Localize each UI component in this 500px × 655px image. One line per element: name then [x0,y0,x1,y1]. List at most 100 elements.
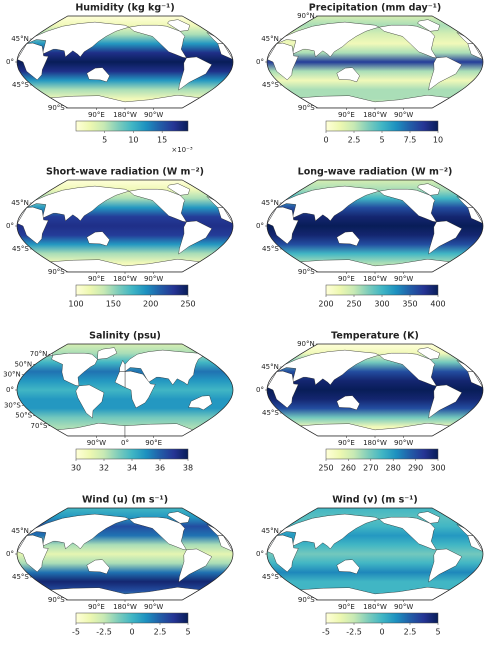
lon-label: 90°W [394,603,413,611]
land [276,513,380,550]
lat-label: 90°S [48,268,65,276]
colorbar-multiplier: ×10⁻³ [171,146,192,154]
land [119,359,126,372]
land [417,19,441,32]
lat-label: 45°S [12,81,29,89]
lat-label: 45°N [11,199,29,207]
colorbar-tick-label: 34 [127,464,137,473]
colorbar-tick-label: 0 [129,628,134,637]
colorbar-tick-label: 10 [128,136,138,145]
map-border [266,179,484,273]
lon-label: 180°W [363,275,387,283]
colorbar-tick-label: 290 [408,464,423,473]
lon-label: 180°W [113,603,137,611]
colorbar-tick-label: 7.5 [404,136,417,145]
map-border [16,179,234,273]
lat-label: 70°S [31,422,48,430]
lat-label: 45°S [262,81,279,89]
lon-label: 90°W [144,603,163,611]
lon-label: 180°W [363,439,387,447]
land [299,422,451,436]
lon-label: 90°E [338,603,355,611]
lon-label: 90°E [88,275,105,283]
lat-label: 0° [6,58,14,66]
colorbar-tick-label: 250 [318,464,333,473]
colorbar-tick-label: 100 [68,300,83,309]
colorbar-tick-label: 38 [183,464,193,473]
lon-label: 90°E [338,275,355,283]
colorbar-tick-label: 5 [185,628,190,637]
land [336,231,360,247]
land [167,511,191,524]
land [267,370,299,409]
land [128,25,187,59]
lon-label: 90°W [394,439,413,447]
lat-label: 90°S [298,104,315,112]
lat-label: 45°S [12,245,29,253]
land [276,185,380,222]
land [26,185,130,222]
colorbar-tick-label: 5 [435,628,440,637]
land [178,56,213,91]
land [378,517,437,551]
colorbar-tick-label: -2.5 [346,628,362,637]
colorbar-tick-label: -5 [322,628,330,637]
land [336,559,360,575]
colorbar [325,120,439,132]
lon-label: 90°E [338,111,355,119]
lon-label: 180°W [113,111,137,119]
panel-title: Short-wave radiation (W m⁻²) [46,167,204,178]
lat-label: 45°N [11,35,29,43]
colorbar-tick-label: 260 [341,464,356,473]
colorbar-tick-label: 250 [180,300,195,309]
lat-label: 45°S [262,245,279,253]
land [49,586,201,600]
land [456,32,474,44]
lon-label: 90°W [87,439,106,447]
lon-label: 180°W [363,111,387,119]
map-border [266,15,484,109]
panel-title: Salinity (psu) [89,331,161,342]
lon-label: 90°W [144,111,163,119]
land [378,353,437,387]
land [428,384,463,419]
land [336,67,360,83]
land [456,360,474,372]
land [428,56,463,91]
land [124,370,156,409]
panel-title: Long-wave radiation (W m⁻²) [298,167,453,178]
lat-label: 90°N [297,340,315,348]
panel-title: Temperature (K) [331,331,419,342]
colorbar [75,120,189,132]
colorbar [75,448,189,460]
lat-label: 90°N [297,12,315,20]
colorbar-tick-label: 2.5 [348,136,361,145]
colorbar-tick-label: 250 [346,300,361,309]
lon-label: 180°W [363,603,387,611]
lat-label: 0° [256,222,264,230]
colorbar-tick-label: 300 [430,464,445,473]
map-border [266,507,484,601]
land [456,524,474,536]
land [417,183,441,196]
lon-label: 90°E [145,439,162,447]
colorbar-tick-label: 15 [157,136,167,145]
land [456,196,474,208]
colorbar-tick-label: 350 [402,300,417,309]
lat-label: 70°N [30,350,48,358]
land [86,67,110,83]
land [428,220,463,255]
lat-label: 90°S [48,104,65,112]
colorbar [325,448,439,460]
lat-label: 45°S [12,573,29,581]
land [178,220,213,255]
land [299,94,451,108]
lat-label: 0° [256,550,264,558]
land [167,183,191,196]
lat-label: 0° [6,222,14,230]
colorbar [75,284,189,296]
lat-label: 0° [6,386,14,394]
colorbar [325,612,439,624]
lon-label: 90°W [394,111,413,119]
map-border [266,343,484,437]
